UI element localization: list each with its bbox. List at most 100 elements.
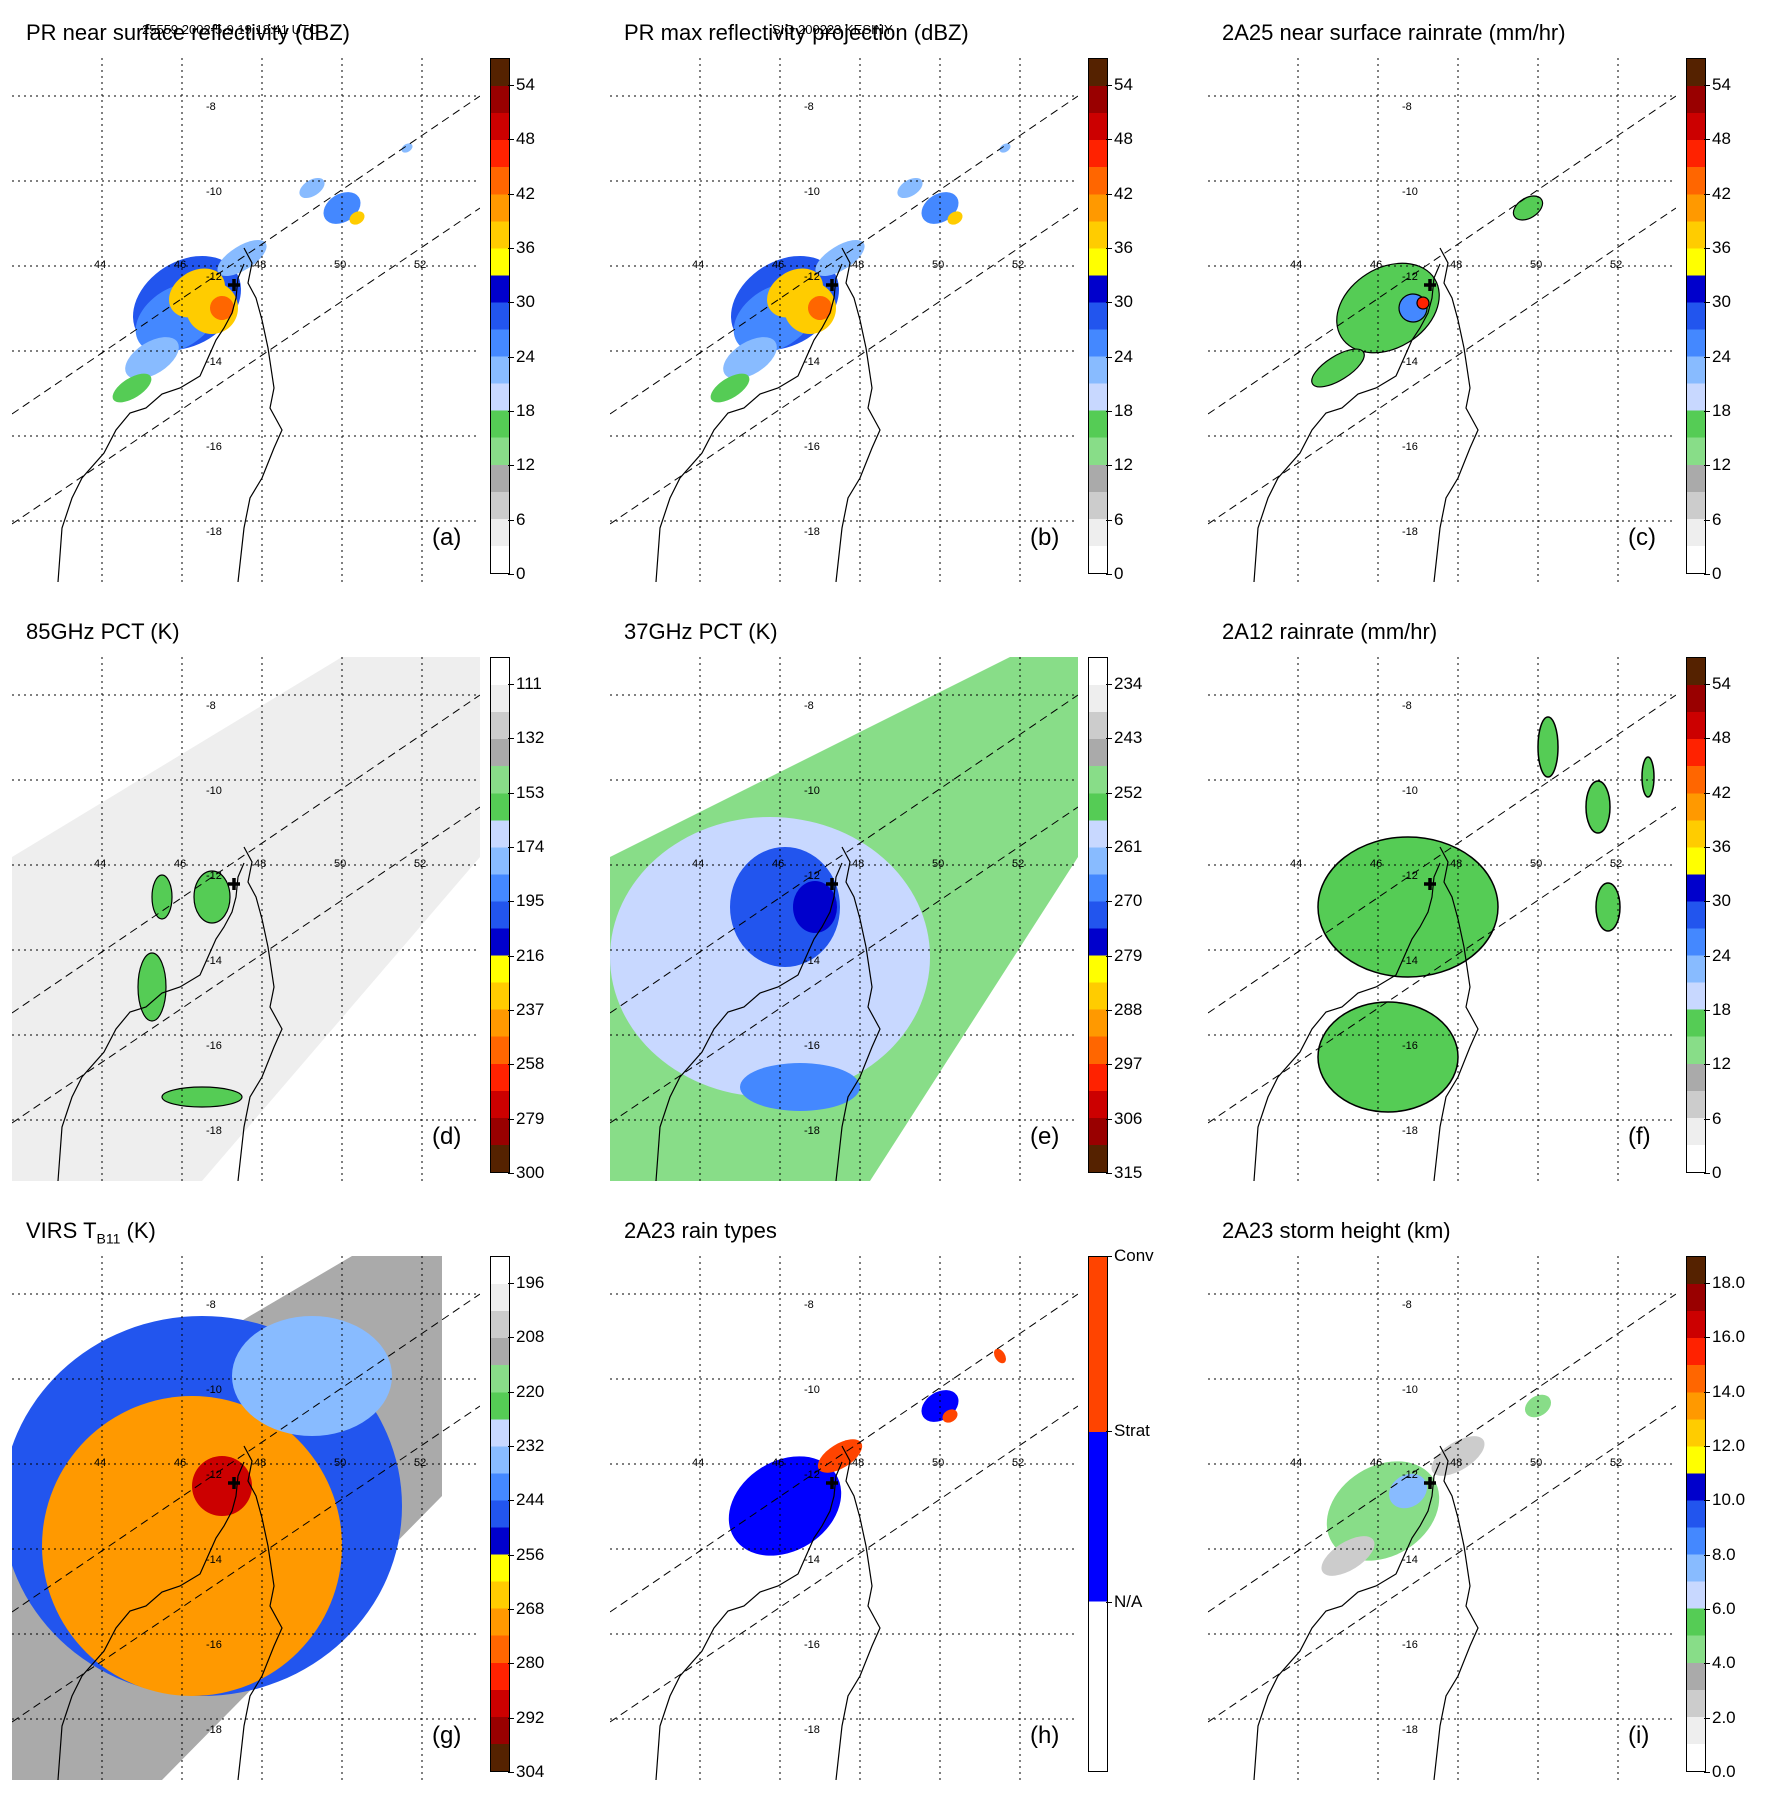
map-area: 444648505254-8-10-12-14-16-18 [12,657,480,1181]
colorbar-tick-label: 258 [507,1054,545,1074]
colorbar-tick-label: 288 [1105,1000,1143,1020]
colorbar-tick-label: 12.0 [1703,1436,1746,1456]
colorbar-tick-label: 36 [1704,238,1731,258]
rain-cell [349,211,365,225]
rain-cell [710,373,750,403]
colorbar-tick-label: 232 [507,1436,545,1456]
lat-label: -14 [804,1554,820,1566]
colorbar-tick-label: 12 [1106,455,1133,475]
swath-edge-line [12,1293,480,1613]
swath-edge-line [12,1405,480,1723]
swath-edge-line [610,1405,1078,1723]
colorbar-tick-label: 30 [508,292,535,312]
colorbar-tick-label: 300 [507,1163,545,1182]
coastline [1253,247,1479,582]
colorbar-tick-label: 280 [507,1653,545,1673]
lon-label: 44 [94,259,106,271]
rain-cell [1585,780,1611,834]
lat-label: -10 [1402,1384,1418,1396]
panel-c: 44 46 48 50 52 54 -8 -10 -12 -14 -16 -18 2A25 near s… [1196,18,1771,616]
lon-label: 46 [1370,858,1382,870]
rain-cell [1317,1001,1459,1113]
lat-label: -16 [1402,441,1418,453]
map-area: 444648505254-8-10-12-14-16-18 [1208,657,1676,1181]
lat-label: -16 [804,441,820,453]
colorbar-tick-label: 24 [1704,945,1731,965]
panel-title-text: 2A23 rain types [624,1218,777,1243]
rain-cell [808,296,832,320]
lon-label: 52 [414,1457,426,1469]
lon-label: 44 [94,858,106,870]
lat-label: -16 [1402,1040,1418,1052]
colorbar-tick-label: 292 [507,1707,545,1727]
rain-cell [897,177,923,199]
swath-background [12,657,480,1181]
rain-cell [299,177,325,199]
lon-label: 46 [174,1457,186,1469]
lat-label: -18 [1402,526,1418,538]
colorbar-tick-label: 16.0 [1703,1327,1746,1347]
swath-edge-line [12,806,480,1124]
panel-title-unit: (K) [120,1218,156,1243]
colorbar [1088,1256,1108,1772]
colorbar-tick-label: 24 [1106,346,1133,366]
map-canvas: 444648505254-8-10-12-14-16-18 [1208,1256,1676,1780]
lon-label: 50 [1530,1457,1542,1469]
colorbar-tick-label: 0 [1105,564,1124,583]
lon-label: 44 [1290,1457,1302,1469]
panel-title: PR max reflectivity projection (dBZ) [624,20,969,46]
lat-label: -18 [206,526,222,538]
swath-edge-line [12,207,480,525]
colorbar-ticks: 300 279 258 237 216 195 174 153 132 111 [507,657,586,1182]
colorbar-ticks: N/A Strat Conv [1105,1246,1184,1772]
lat-label: -18 [804,1125,820,1137]
colorbar-tick-label: 12 [508,455,535,475]
panel-label: (a) [432,524,462,551]
panel-title: 2A23 rain types [624,1218,777,1244]
lat-label: -12 [1402,870,1418,882]
colorbar [1686,657,1706,1173]
storm-center-marker [228,878,240,890]
rain-cell [151,874,173,920]
rain-cell [401,143,413,153]
lat-label: -8 [1402,101,1412,113]
lat-label: -8 [804,1299,814,1311]
lat-label: -14 [1402,356,1418,368]
lon-label: 50 [932,858,944,870]
colorbar-tick-label: 30 [1106,292,1133,312]
lat-label: -16 [206,1040,222,1052]
panel-label: (c) [1628,524,1656,551]
rain-cell [730,847,840,967]
lat-label: -18 [206,1125,222,1137]
colorbar-tick-label: 220 [507,1381,545,1401]
rain-cell [1537,716,1559,778]
colorbar-tick-label: 297 [1105,1054,1143,1074]
lat-label: -10 [804,1384,820,1396]
rain-cell [1321,1536,1375,1576]
panel-title: 2A23 storm height (km) [1222,1218,1451,1244]
colorbar [1088,58,1108,574]
map-canvas: 444648505254-8-10-12-14-16-18 [610,1256,1078,1780]
rain-cell [232,1316,392,1436]
colorbar-ticks: 0 6 12 18 24 30 36 42 48 54 [1703,657,1771,1182]
panel-title-text: 37GHz PCT (K) [624,619,778,644]
map-area: 444648505254-8-10-12-14-16-18 [610,58,1078,582]
colorbar-tick-label: 24 [1704,346,1731,366]
storm-center-marker [826,878,838,890]
rain-cell [1595,882,1621,932]
map-canvas: 444648505254-8-10-12-14-16-18 [1208,657,1676,1181]
panel-title: 2A12 rainrate (mm/hr) [1222,619,1437,645]
swath-edge-line [610,806,1078,1124]
coastline [655,1445,881,1780]
colorbar-ticks: 0 6 12 18 24 30 36 42 48 54 [1703,58,1771,583]
colorbar-tick-label: 14.0 [1703,1381,1746,1401]
lon-label: 50 [1530,259,1542,271]
colorbar-tick-label: 268 [507,1599,545,1619]
rain-cell [137,952,167,1022]
lat-label: -8 [1402,1299,1412,1311]
colorbar-tick-label: 18 [1704,401,1731,421]
lat-label: -12 [804,870,820,882]
lon-label: 46 [772,1457,784,1469]
